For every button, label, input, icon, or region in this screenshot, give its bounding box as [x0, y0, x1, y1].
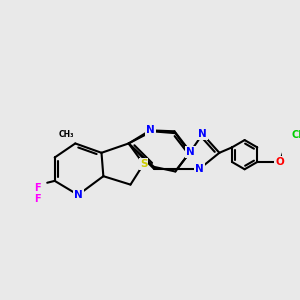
Text: F: F: [34, 194, 41, 204]
Text: CH₃: CH₃: [58, 130, 74, 139]
Text: N: N: [146, 125, 154, 135]
Text: N: N: [195, 164, 204, 174]
Text: N: N: [186, 147, 195, 157]
Text: N: N: [198, 129, 207, 139]
Text: N: N: [74, 190, 82, 200]
Text: F: F: [34, 183, 41, 194]
Text: Cl: Cl: [291, 130, 300, 140]
Text: O: O: [275, 157, 284, 167]
Text: S: S: [140, 159, 147, 169]
